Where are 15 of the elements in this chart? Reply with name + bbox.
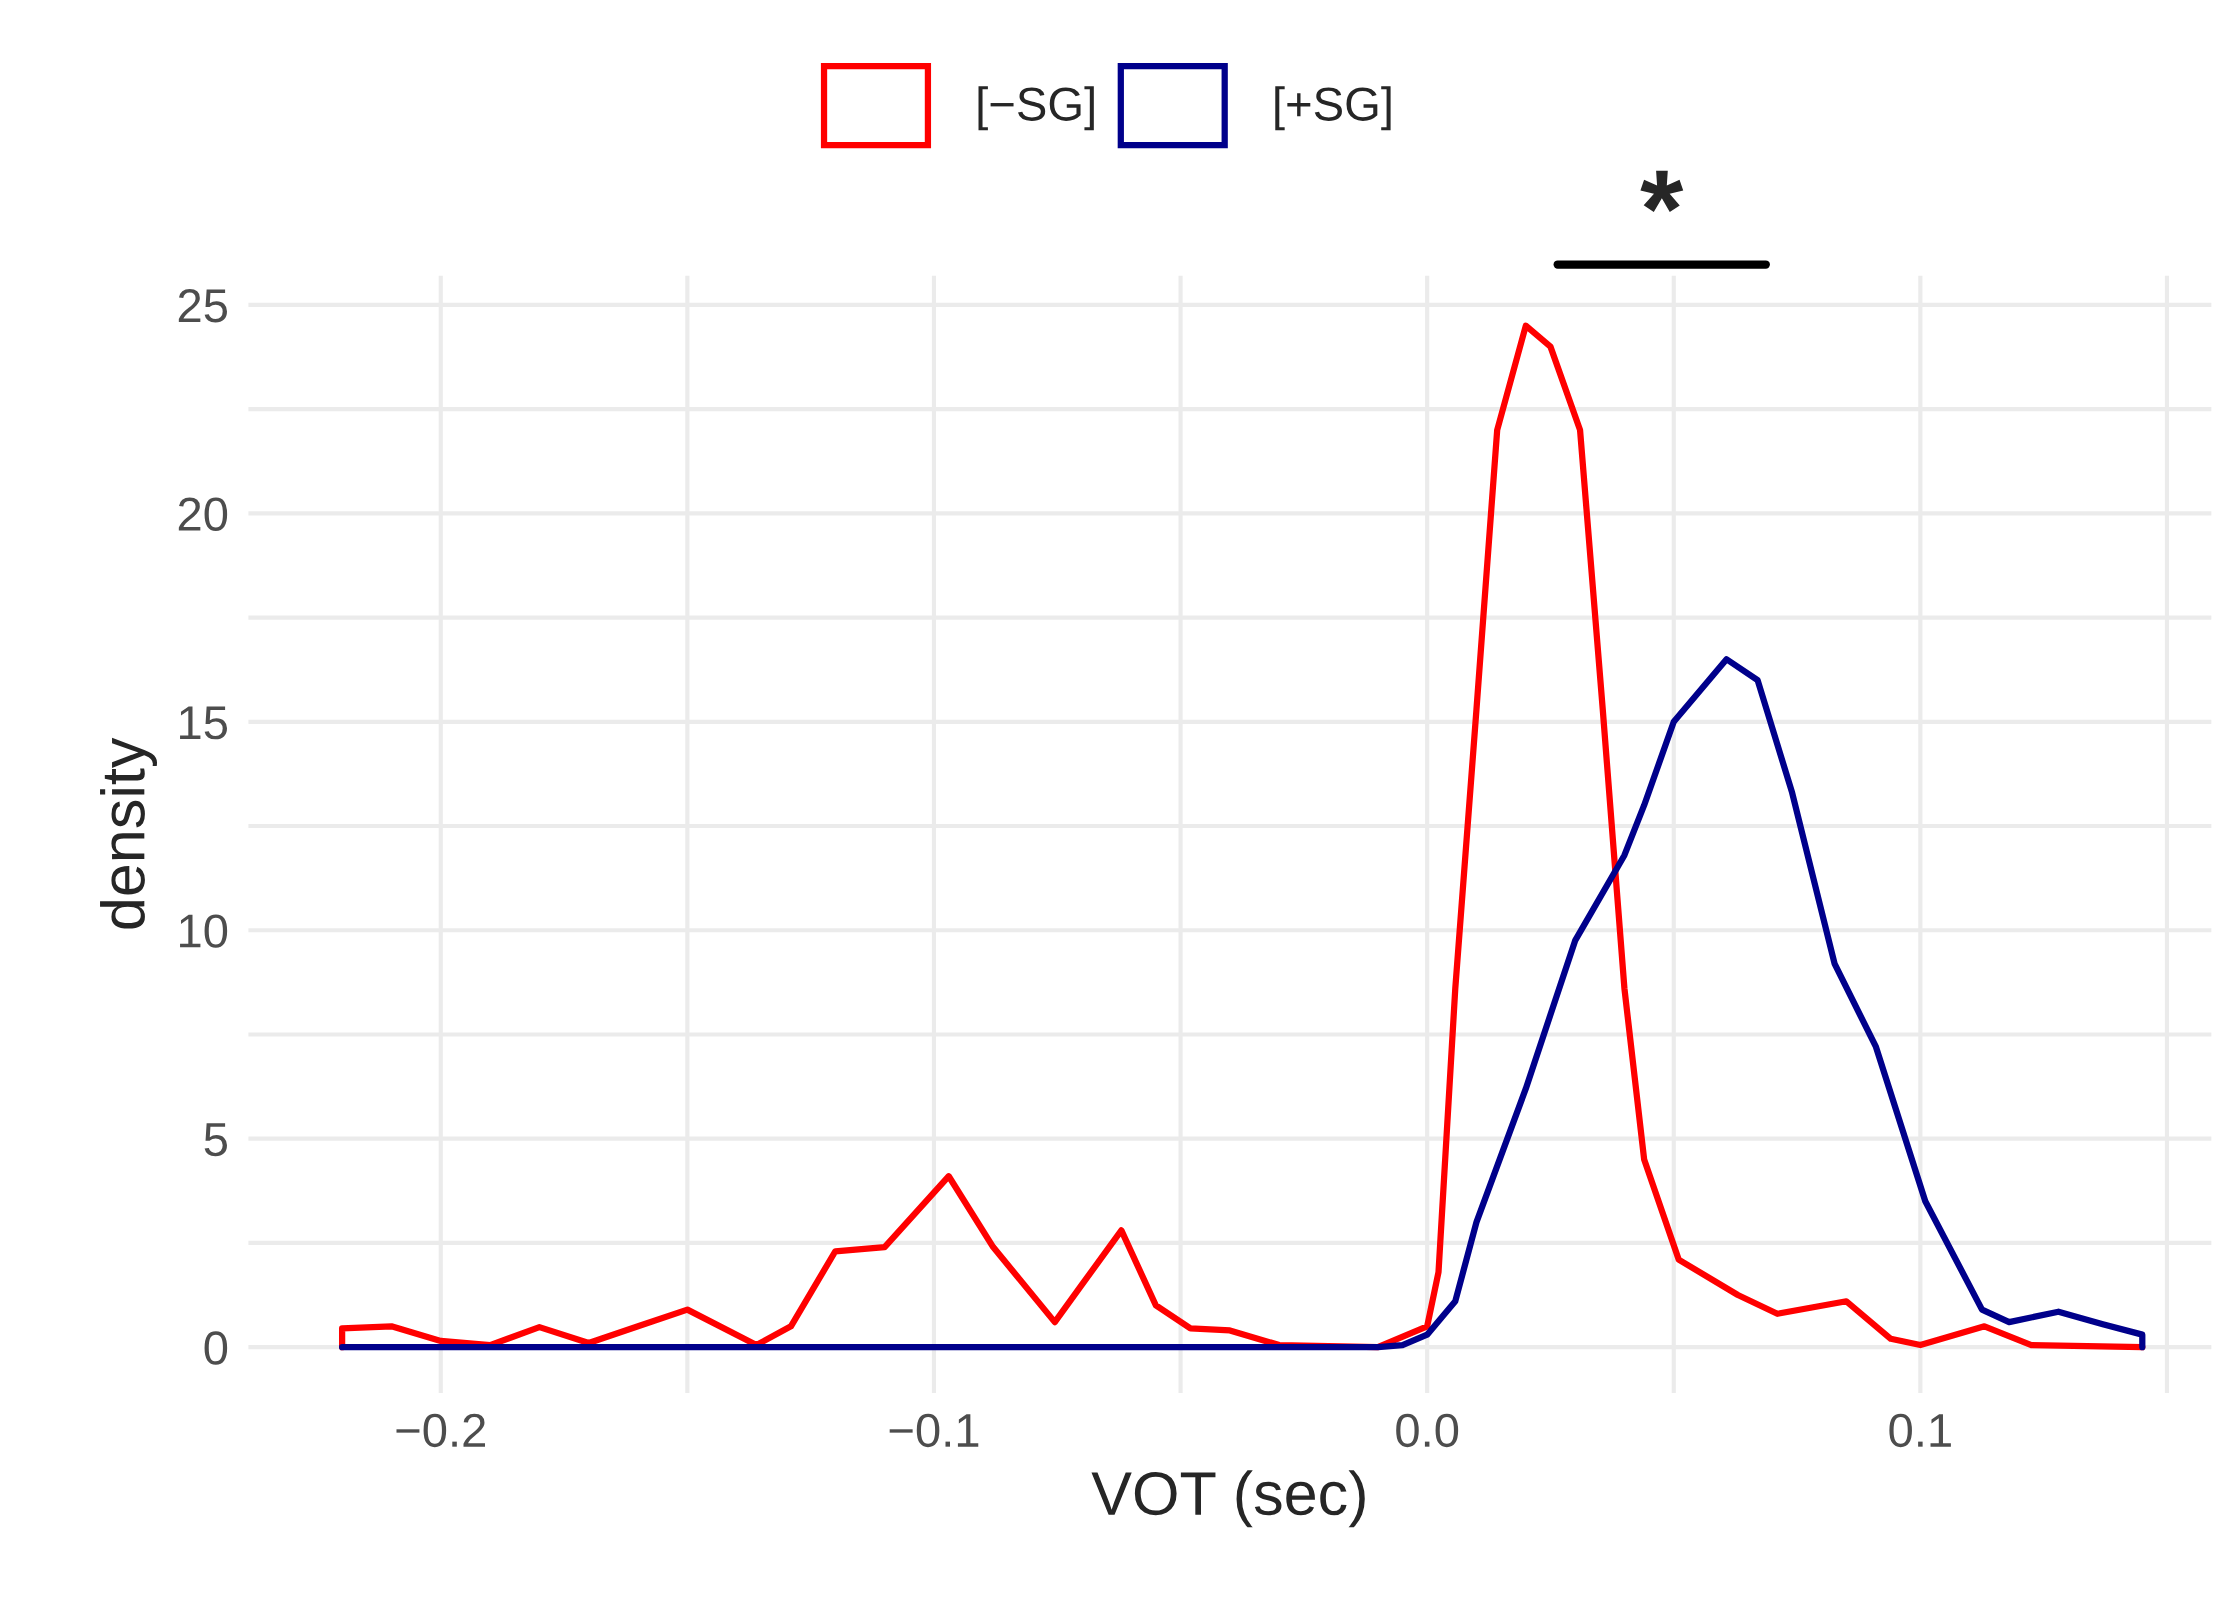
text: * (1640, 170, 1684, 212)
y-axis-title: density (100, 737, 158, 929)
y-tick-label: 5 (204, 1123, 227, 1157)
x-tick-label: 0.0 (1396, 1413, 1459, 1448)
x-axis-title: VOT (sec) (1091, 1470, 1365, 1528)
x-tick-label: 0.1 (1889, 1413, 1951, 1448)
legend-label: [+SG] (1275, 86, 1391, 131)
y-tick-label: 20 (178, 497, 228, 531)
x-tick-label: −0.1 (889, 1413, 979, 1448)
y-tick-label: 0 (204, 1331, 228, 1365)
legend-label: [−SG] (978, 86, 1094, 131)
y-tick-label: 15 (180, 706, 227, 740)
x-tick-label: −0.2 (396, 1413, 485, 1448)
y-tick-label: 10 (180, 914, 228, 948)
y-tick-label: 25 (178, 289, 227, 323)
